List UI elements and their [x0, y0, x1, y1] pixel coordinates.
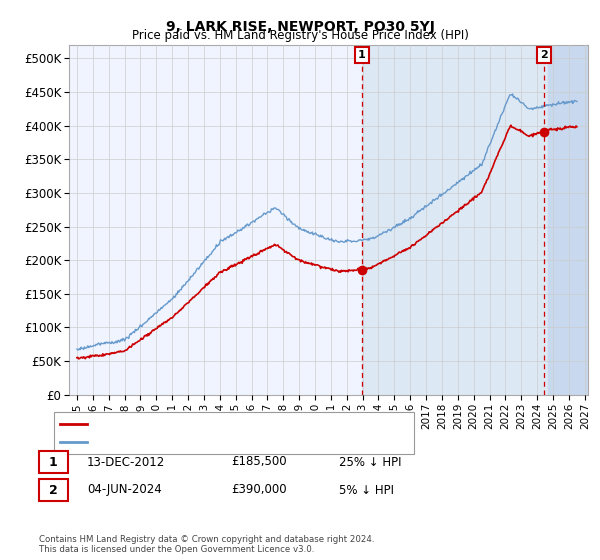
Text: 9, LARK RISE, NEWPORT, PO30 5YJ: 9, LARK RISE, NEWPORT, PO30 5YJ — [166, 20, 434, 34]
Bar — [548, 45, 588, 395]
Text: 04-JUN-2024: 04-JUN-2024 — [87, 483, 162, 497]
Text: Contains HM Land Registry data © Crown copyright and database right 2024.
This d: Contains HM Land Registry data © Crown c… — [39, 535, 374, 554]
Text: 2: 2 — [540, 50, 548, 60]
Text: 1: 1 — [358, 50, 366, 60]
Text: 13-DEC-2012: 13-DEC-2012 — [87, 455, 165, 469]
Text: £390,000: £390,000 — [231, 483, 287, 497]
Text: £185,500: £185,500 — [231, 455, 287, 469]
Text: HPI: Average price, detached house, Isle of Wight: HPI: Average price, detached house, Isle… — [91, 437, 349, 447]
Text: 2: 2 — [49, 483, 58, 497]
Text: Price paid vs. HM Land Registry's House Price Index (HPI): Price paid vs. HM Land Registry's House … — [131, 29, 469, 42]
Text: 5% ↓ HPI: 5% ↓ HPI — [339, 483, 394, 497]
Text: 1: 1 — [49, 455, 58, 469]
Bar — [362, 45, 548, 395]
Text: 9, LARK RISE, NEWPORT, PO30 5YJ (detached house): 9, LARK RISE, NEWPORT, PO30 5YJ (detache… — [91, 419, 364, 429]
Text: 25% ↓ HPI: 25% ↓ HPI — [339, 455, 401, 469]
